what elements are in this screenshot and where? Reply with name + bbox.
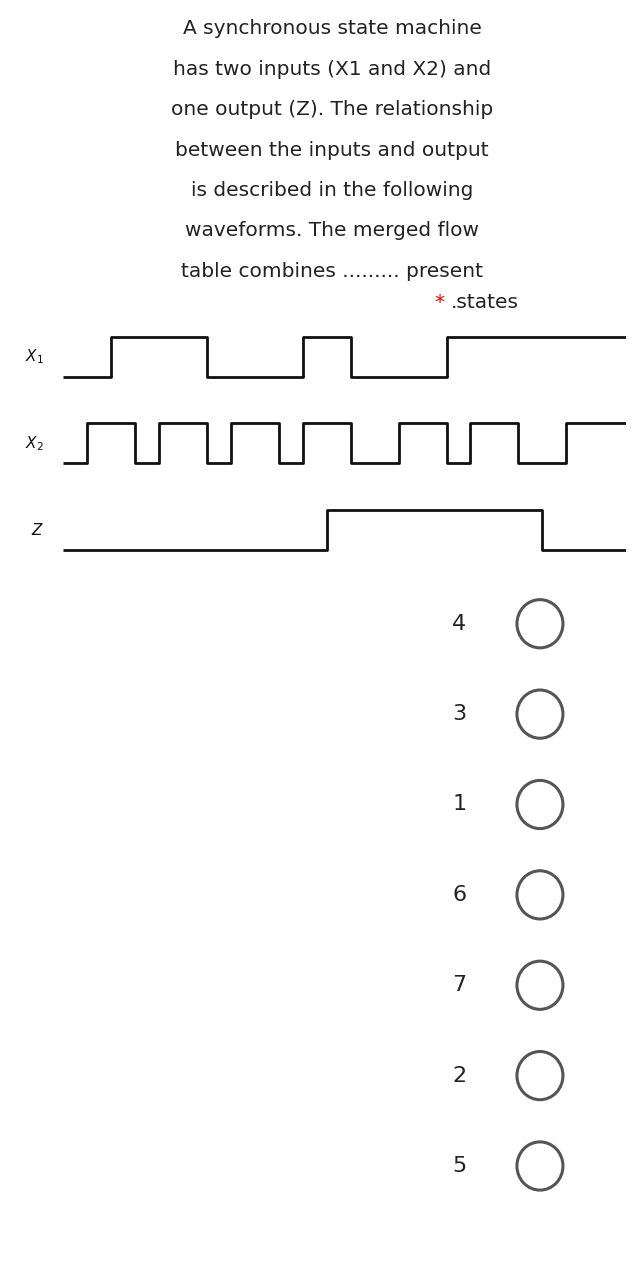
Text: waveforms. The merged flow: waveforms. The merged flow xyxy=(185,221,479,241)
Text: between the inputs and output: between the inputs and output xyxy=(176,141,489,160)
Text: has two inputs (X1 and X2) and: has two inputs (X1 and X2) and xyxy=(173,60,491,78)
Text: table combines ......... present: table combines ......... present xyxy=(181,262,483,280)
Text: 1: 1 xyxy=(452,795,466,814)
Text: *: * xyxy=(434,293,444,312)
Text: A synchronous state machine: A synchronous state machine xyxy=(183,19,482,38)
Text: 3: 3 xyxy=(452,704,466,724)
Text: 5: 5 xyxy=(452,1156,466,1176)
Text: $X_2$: $X_2$ xyxy=(25,434,44,453)
Text: 4: 4 xyxy=(452,613,466,634)
Text: is described in the following: is described in the following xyxy=(191,180,473,200)
Text: one output (Z). The relationship: one output (Z). The relationship xyxy=(171,100,493,119)
Text: $Z$: $Z$ xyxy=(31,522,44,538)
Text: .states: .states xyxy=(450,293,518,312)
Text: 7: 7 xyxy=(452,975,466,996)
Text: $X_1$: $X_1$ xyxy=(25,347,44,366)
Text: 2: 2 xyxy=(452,1066,466,1085)
Text: 6: 6 xyxy=(452,884,466,905)
